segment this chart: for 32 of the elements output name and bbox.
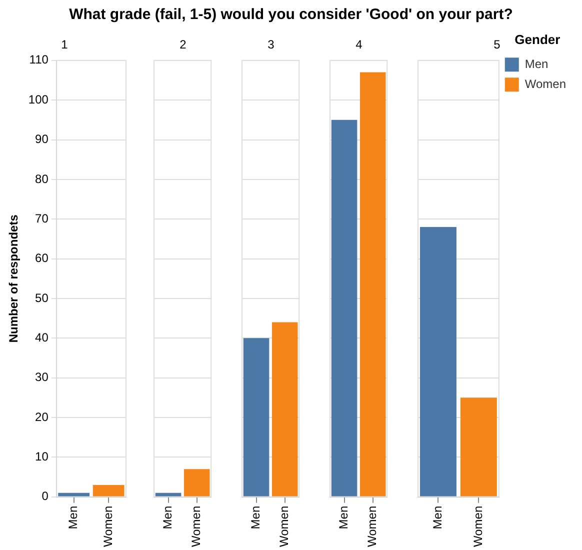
y-tick-label: 60: [35, 251, 49, 266]
y-tick-label: 110: [29, 52, 49, 67]
y-axis-title: Number of respondets: [6, 214, 21, 343]
y-tick-label: 10: [35, 450, 49, 464]
x-tick-label: Women: [277, 506, 292, 548]
y-tick-label: 50: [35, 290, 49, 305]
y-tick-label: 30: [35, 370, 49, 384]
x-tick-label: Women: [100, 506, 115, 548]
legend-label: Men: [524, 56, 548, 71]
chart-subtitle: 1: [61, 38, 68, 52]
x-tick-label: Men: [66, 506, 80, 530]
x-tick-label: Women: [189, 506, 204, 548]
x-tick-label: Men: [336, 506, 351, 530]
text: What grade (fail, 1-5) would you consider 'Good' on your part?: [68, 6, 514, 23]
x-tick-label: Men: [430, 506, 445, 530]
y-tick-label: 0: [42, 489, 49, 504]
y-tick-label: 70: [35, 211, 49, 226]
y-tick-label: 100: [28, 92, 49, 106]
y-tick-label: 90: [35, 132, 49, 146]
y-tick-label: 80: [35, 172, 49, 186]
chart-subtitle: 5: [494, 38, 501, 52]
x-tick-label: Men: [248, 506, 263, 530]
legend-title: Gender: [514, 32, 560, 48]
x-tick-label: Women: [470, 506, 485, 548]
legend-label: Women: [524, 76, 566, 91]
y-tick-label: 40: [35, 330, 49, 344]
chart-subtitle: 3: [268, 38, 275, 52]
y-tick-label: 20: [35, 410, 49, 424]
x-tick-label: Men: [160, 506, 175, 530]
x-tick-label: Women: [365, 506, 380, 548]
chart-subtitle: 4: [356, 38, 363, 52]
chart-subtitle: 2: [180, 38, 187, 52]
